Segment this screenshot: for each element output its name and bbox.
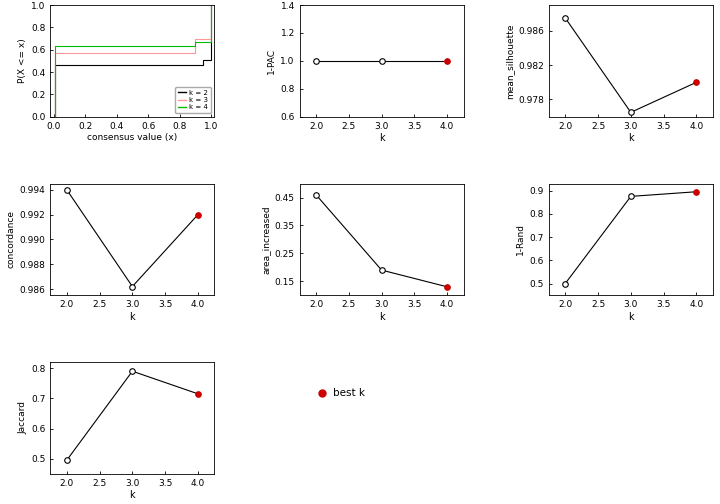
Legend: k = 2, k = 3, k = 4: k = 2, k = 3, k = 4 <box>175 87 211 113</box>
X-axis label: k: k <box>628 133 634 143</box>
Y-axis label: P(X <= x): P(X <= x) <box>18 38 27 83</box>
Y-axis label: area_increased: area_increased <box>261 205 271 274</box>
Y-axis label: 1-Rand: 1-Rand <box>516 223 526 256</box>
X-axis label: consensus value (x): consensus value (x) <box>87 133 178 142</box>
Legend: best k: best k <box>313 384 369 402</box>
X-axis label: k: k <box>130 312 135 322</box>
Y-axis label: concordance: concordance <box>6 210 16 269</box>
Y-axis label: 1-PAC: 1-PAC <box>267 48 276 74</box>
Y-axis label: mean_silhouette: mean_silhouette <box>505 23 514 99</box>
X-axis label: k: k <box>379 312 384 322</box>
X-axis label: k: k <box>130 490 135 500</box>
X-axis label: k: k <box>628 312 634 322</box>
Y-axis label: Jaccard: Jaccard <box>18 402 27 434</box>
X-axis label: k: k <box>379 133 384 143</box>
